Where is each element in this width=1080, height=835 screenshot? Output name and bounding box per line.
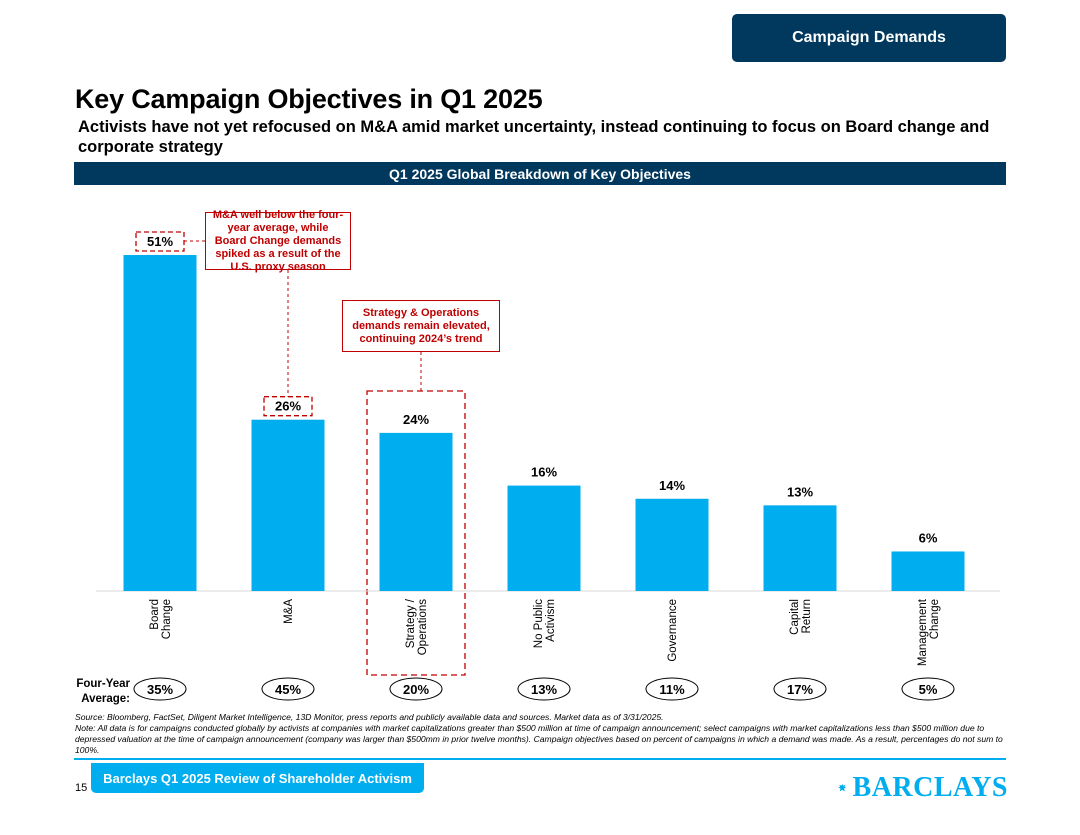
category-label-line: Return [801,599,813,634]
value-label: 14% [659,478,685,493]
category-label: Strategy / Operations [405,598,429,655]
category-label: Management Change [917,598,941,666]
category-label: Board Change [149,599,173,639]
category-label-line: Change [161,599,173,639]
value-label: 13% [787,484,813,499]
category-label: No Public Activism [533,599,557,648]
section-badge: Campaign Demands [732,14,1006,62]
footer-divider [74,758,1006,760]
value-highlight-box [263,396,313,417]
value-label: 16% [531,465,557,480]
methodology-note: Note: All data is for campaigns conducte… [75,723,1003,755]
category-label-line: Capital [789,599,801,635]
footnotes: Source: Bloomberg, FactSet, Diligent Mar… [75,712,1010,756]
eagle-icon [838,784,847,792]
category-label-line: Governance [667,599,679,662]
category-label-line: Operations [417,599,429,656]
category-label: Governance [667,599,679,662]
category-label-line: Management [917,598,929,666]
logo-wordmark: BARCLAYS [852,772,1008,803]
average-label: 20% [403,682,429,697]
category-label: M&A [283,599,295,624]
category-highlight-frame [366,390,466,676]
value-label: 26% [275,399,301,414]
page-subtitle: Activists have not yet refocused on M&A … [78,118,990,156]
chart-title-bar: Q1 2025 Global Breakdown of Key Objectiv… [74,162,1006,185]
category-label-line: M&A [283,599,295,624]
average-oval [645,677,699,701]
category-label-line: Change [929,599,941,639]
page-title: Key Campaign Objectives in Q1 2025 [75,84,543,114]
average-oval [901,677,955,701]
callout-board-vs-ma: M&A well below the four-year average, wh… [205,209,351,273]
value-highlight-box [135,231,185,252]
callout-strategy: Strategy & Operations demands remain ele… [342,300,500,352]
source-note: Source: Bloomberg, FactSet, Diligent Mar… [75,712,664,722]
average-oval [133,677,187,701]
average-label: 5% [919,682,938,697]
value-label: 51% [147,234,173,249]
average-label: 11% [659,682,685,697]
bar [891,551,965,591]
average-label: 17% [787,682,813,697]
average-label: 13% [531,682,557,697]
average-label: 45% [275,682,301,697]
four-year-average-title: Four-Year Average: [76,678,130,705]
value-label: 24% [403,412,429,427]
bar [379,432,453,591]
page-number: 15 [75,782,88,794]
bar [251,419,325,591]
report-title-tab: Barclays Q1 2025 Review of Shareholder A… [91,763,424,793]
barclays-logo: BARCLAYS [838,772,1008,804]
average-oval [517,677,571,701]
category-label-line: Strategy / [405,598,417,648]
bar [635,498,709,591]
average-oval [773,677,827,701]
category-label-line: Activism [545,599,557,642]
bar [123,255,197,591]
average-oval [261,677,315,701]
category-label: Capital Return [789,599,813,635]
average-label: 35% [147,682,173,697]
category-label-line: Board [149,599,161,630]
average-oval [389,677,443,701]
bar [507,485,581,591]
category-label-line: No Public [533,599,545,648]
bar [763,505,837,591]
value-label: 6% [919,530,938,545]
